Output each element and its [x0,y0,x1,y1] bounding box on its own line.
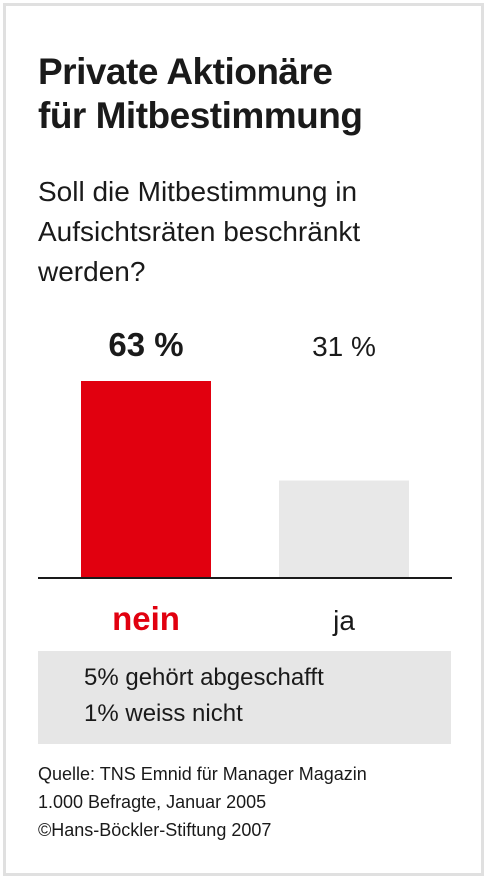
bar-nein [81,381,211,577]
value-label-ja: 31 % [312,331,376,362]
source-line-copyright: ©Hans-Böckler-Stiftung 2007 [38,820,272,840]
bar-chart: 63 % nein 31 % ja [38,326,452,637]
note-box: 5% gehört abgeschafft 1% weiss nicht [38,651,451,744]
chart-title: Private Aktionäre für Mitbestimmung [38,50,363,138]
source-line-quelle: Quelle: TNS Emnid für Manager Magazin [38,764,367,784]
category-label-nein: nein [112,600,180,637]
chart-title-line-1: Private Aktionäre [38,51,333,92]
value-label-nein: 63 % [108,326,183,363]
chart-frame [3,3,484,876]
question-line-1: Soll die Mitbestimmung in [38,176,358,207]
category-label-ja: ja [332,605,355,636]
bars-group: 63 % nein 31 % ja [81,326,409,637]
note-weiss-nicht: 1% weiss nicht [84,700,243,727]
bar-ja [279,480,409,577]
question-line-3: werden? [38,256,146,287]
source-block: Quelle: TNS Emnid für Manager Magazin 1.… [38,760,367,844]
source-line-befragte: 1.000 Befragte, Januar 2005 [38,792,267,812]
question-line-2: Aufsichtsräten beschränkt [38,216,361,247]
chart-question: Soll die Mitbestimmung in Aufsichtsräten… [38,172,468,292]
note-abgeschafft: 5% gehört abgeschafft [84,664,324,691]
chart-title-line-2: für Mitbestimmung [38,95,363,136]
